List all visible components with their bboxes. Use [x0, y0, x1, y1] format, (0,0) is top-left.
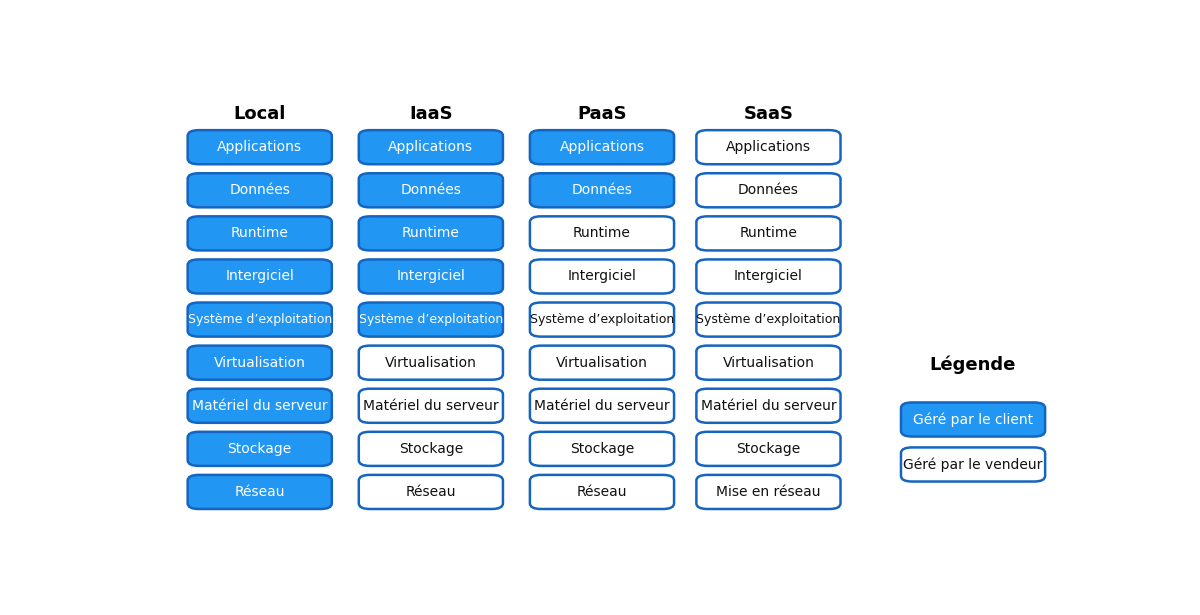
Text: Données: Données: [571, 183, 632, 197]
FancyBboxPatch shape: [187, 432, 332, 466]
Text: Intergiciel: Intergiciel: [226, 269, 294, 284]
FancyBboxPatch shape: [359, 173, 503, 207]
FancyBboxPatch shape: [901, 448, 1045, 482]
FancyBboxPatch shape: [359, 260, 503, 293]
FancyBboxPatch shape: [696, 260, 840, 293]
Text: Système d’exploitation: Système d’exploitation: [187, 313, 332, 326]
FancyBboxPatch shape: [530, 432, 674, 466]
FancyBboxPatch shape: [187, 389, 332, 423]
FancyBboxPatch shape: [696, 216, 840, 250]
FancyBboxPatch shape: [187, 260, 332, 293]
Text: Stockage: Stockage: [228, 442, 292, 456]
FancyBboxPatch shape: [696, 130, 840, 164]
Text: SaaS: SaaS: [744, 105, 793, 123]
FancyBboxPatch shape: [696, 389, 840, 423]
Text: Données: Données: [738, 183, 799, 197]
FancyBboxPatch shape: [359, 346, 503, 379]
Text: Géré par le vendeur: Géré par le vendeur: [904, 457, 1043, 472]
Text: Données: Données: [229, 183, 290, 197]
FancyBboxPatch shape: [530, 216, 674, 250]
Text: Réseau: Réseau: [234, 485, 284, 499]
FancyBboxPatch shape: [359, 130, 503, 164]
FancyBboxPatch shape: [901, 402, 1045, 437]
FancyBboxPatch shape: [696, 346, 840, 379]
FancyBboxPatch shape: [696, 303, 840, 336]
FancyBboxPatch shape: [530, 389, 674, 423]
FancyBboxPatch shape: [187, 173, 332, 207]
Text: Réseau: Réseau: [406, 485, 456, 499]
Text: Intergiciel: Intergiciel: [568, 269, 636, 284]
FancyBboxPatch shape: [187, 475, 332, 509]
FancyBboxPatch shape: [359, 216, 503, 250]
FancyBboxPatch shape: [530, 173, 674, 207]
Text: Matériel du serveur: Matériel du serveur: [192, 399, 328, 413]
FancyBboxPatch shape: [187, 346, 332, 379]
Text: Système d’exploitation: Système d’exploitation: [359, 313, 503, 326]
Text: PaaS: PaaS: [577, 105, 626, 123]
Text: Applications: Applications: [559, 140, 644, 154]
FancyBboxPatch shape: [359, 432, 503, 466]
Text: Runtime: Runtime: [402, 226, 460, 240]
Text: Légende: Légende: [930, 356, 1016, 375]
Text: Virtualisation: Virtualisation: [556, 355, 648, 370]
FancyBboxPatch shape: [696, 475, 840, 509]
FancyBboxPatch shape: [359, 303, 503, 336]
Text: Stockage: Stockage: [398, 442, 463, 456]
FancyBboxPatch shape: [530, 475, 674, 509]
Text: Géré par le client: Géré par le client: [913, 412, 1033, 427]
FancyBboxPatch shape: [359, 475, 503, 509]
Text: IaaS: IaaS: [409, 105, 452, 123]
FancyBboxPatch shape: [187, 303, 332, 336]
FancyBboxPatch shape: [696, 432, 840, 466]
Text: Matériel du serveur: Matériel du serveur: [534, 399, 670, 413]
FancyBboxPatch shape: [187, 216, 332, 250]
Text: Stockage: Stockage: [570, 442, 634, 456]
FancyBboxPatch shape: [530, 346, 674, 379]
Text: Intergiciel: Intergiciel: [734, 269, 803, 284]
Text: Applications: Applications: [726, 140, 811, 154]
Text: Matériel du serveur: Matériel du serveur: [364, 399, 499, 413]
Text: Applications: Applications: [217, 140, 302, 154]
Text: Applications: Applications: [389, 140, 473, 154]
Text: Stockage: Stockage: [737, 442, 800, 456]
Text: Virtualisation: Virtualisation: [385, 355, 476, 370]
Text: Données: Données: [401, 183, 461, 197]
Text: Système d’exploitation: Système d’exploitation: [696, 313, 840, 326]
Text: Réseau: Réseau: [577, 485, 628, 499]
FancyBboxPatch shape: [530, 303, 674, 336]
Text: Virtualisation: Virtualisation: [214, 355, 306, 370]
Text: Matériel du serveur: Matériel du serveur: [701, 399, 836, 413]
FancyBboxPatch shape: [359, 389, 503, 423]
FancyBboxPatch shape: [530, 260, 674, 293]
Text: Système d’exploitation: Système d’exploitation: [530, 313, 674, 326]
Text: Intergiciel: Intergiciel: [396, 269, 466, 284]
FancyBboxPatch shape: [696, 173, 840, 207]
Text: Mise en réseau: Mise en réseau: [716, 485, 821, 499]
Text: Runtime: Runtime: [574, 226, 631, 240]
Text: Local: Local: [234, 105, 286, 123]
Text: Runtime: Runtime: [739, 226, 797, 240]
Text: Virtualisation: Virtualisation: [722, 355, 815, 370]
FancyBboxPatch shape: [187, 130, 332, 164]
Text: Runtime: Runtime: [230, 226, 289, 240]
FancyBboxPatch shape: [530, 130, 674, 164]
